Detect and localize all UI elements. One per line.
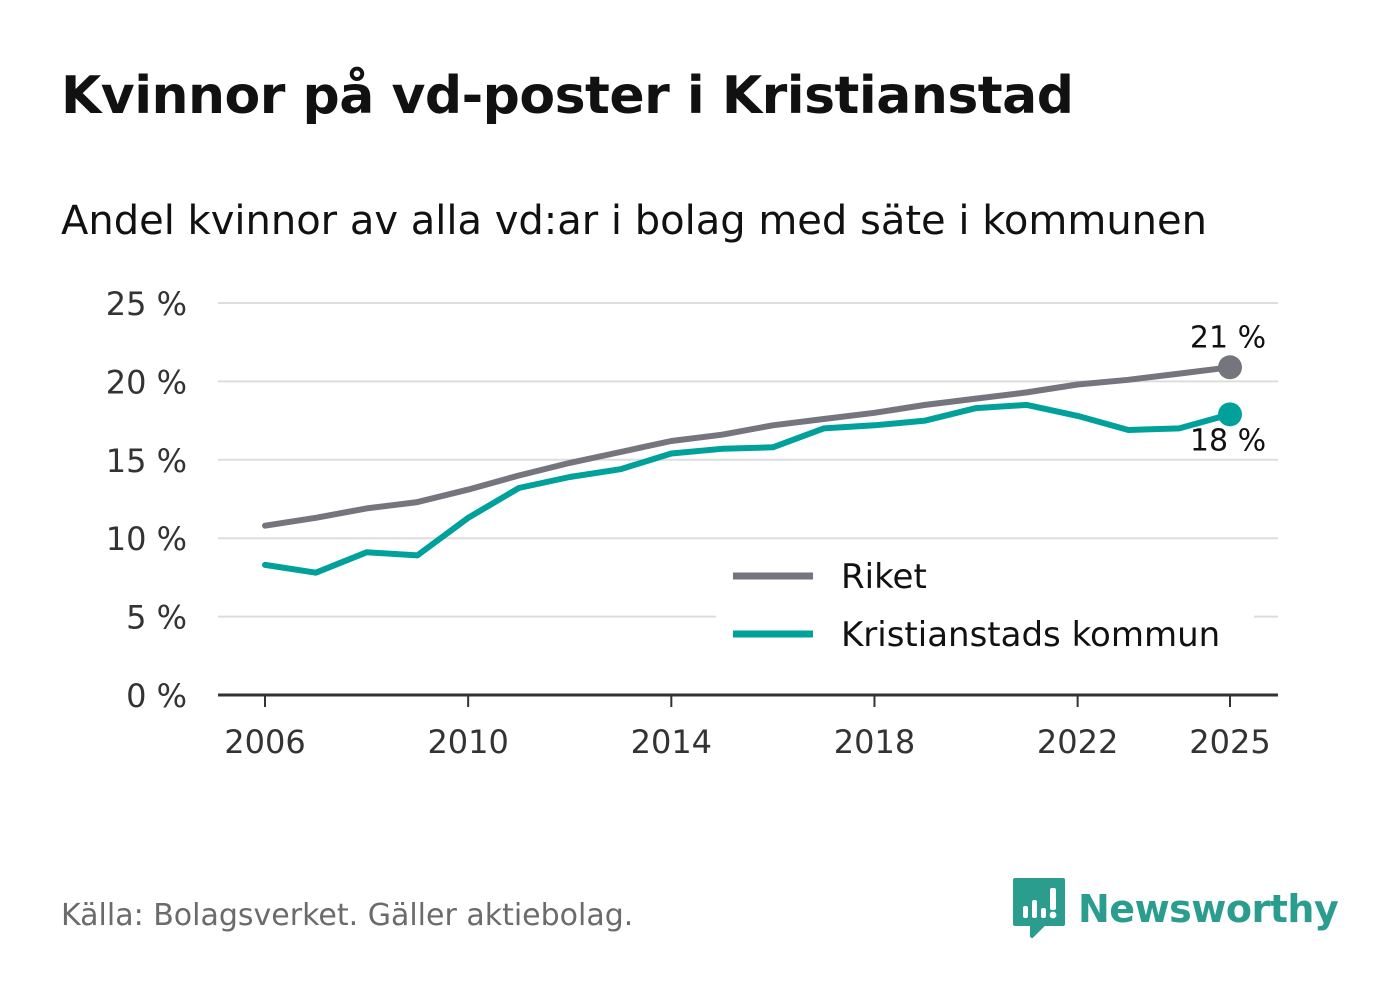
y-axis-ticks: 0 % 5 % 10 % 15 % 20 % 25 %	[106, 285, 187, 715]
brand-name: Newsworthy	[1078, 887, 1339, 931]
y-tick-label-5: 5 %	[126, 599, 187, 637]
series-line-1	[262, 401, 1233, 576]
chart-subtitle: Andel kvinnor av alla vd:ar i bolag med …	[61, 198, 1207, 244]
legend: Riket Kristianstads kommun	[716, 550, 1254, 660]
y-tick-label-20: 20 %	[106, 363, 187, 401]
source-note: Källa: Bolagsverket. Gäller aktiebolag.	[61, 898, 634, 933]
newsworthy-logo-icon	[1013, 878, 1065, 938]
x-tick-label-2006: 2006	[224, 723, 305, 761]
legend-label-0: Riket	[841, 557, 927, 597]
y-tick-label-25: 25 %	[106, 285, 187, 323]
end-labels: 21 % 18 %	[1190, 320, 1266, 458]
y-tick-label-10: 10 %	[106, 520, 187, 558]
series-endpoint-1	[1218, 402, 1242, 427]
x-tick-label-2018: 2018	[834, 723, 915, 761]
brand-logo: Newsworthy	[1012, 878, 1339, 940]
y-tick-label-0: 0 %	[126, 677, 187, 715]
series-lines	[262, 355, 1242, 576]
x-axis-ticks: 2006 2010 2014 2018 2022 2025	[218, 693, 1278, 761]
x-tick-label-2014: 2014	[631, 723, 712, 761]
y-tick-label-15: 15 %	[106, 442, 187, 480]
series-line-0	[262, 364, 1233, 529]
x-tick-label-2010: 2010	[427, 723, 508, 761]
x-tick-label-2025: 2025	[1189, 723, 1270, 761]
end-label-0: 21 %	[1190, 320, 1266, 355]
legend-label-1: Kristianstads kommun	[841, 615, 1220, 655]
x-tick-label-2022: 2022	[1037, 723, 1118, 761]
chart-title: Kvinnor på vd-poster i Kristianstad	[61, 66, 1074, 126]
legend-background	[716, 550, 1254, 660]
series-endpoint-0	[1218, 355, 1242, 380]
end-label-1: 18 %	[1190, 423, 1266, 458]
